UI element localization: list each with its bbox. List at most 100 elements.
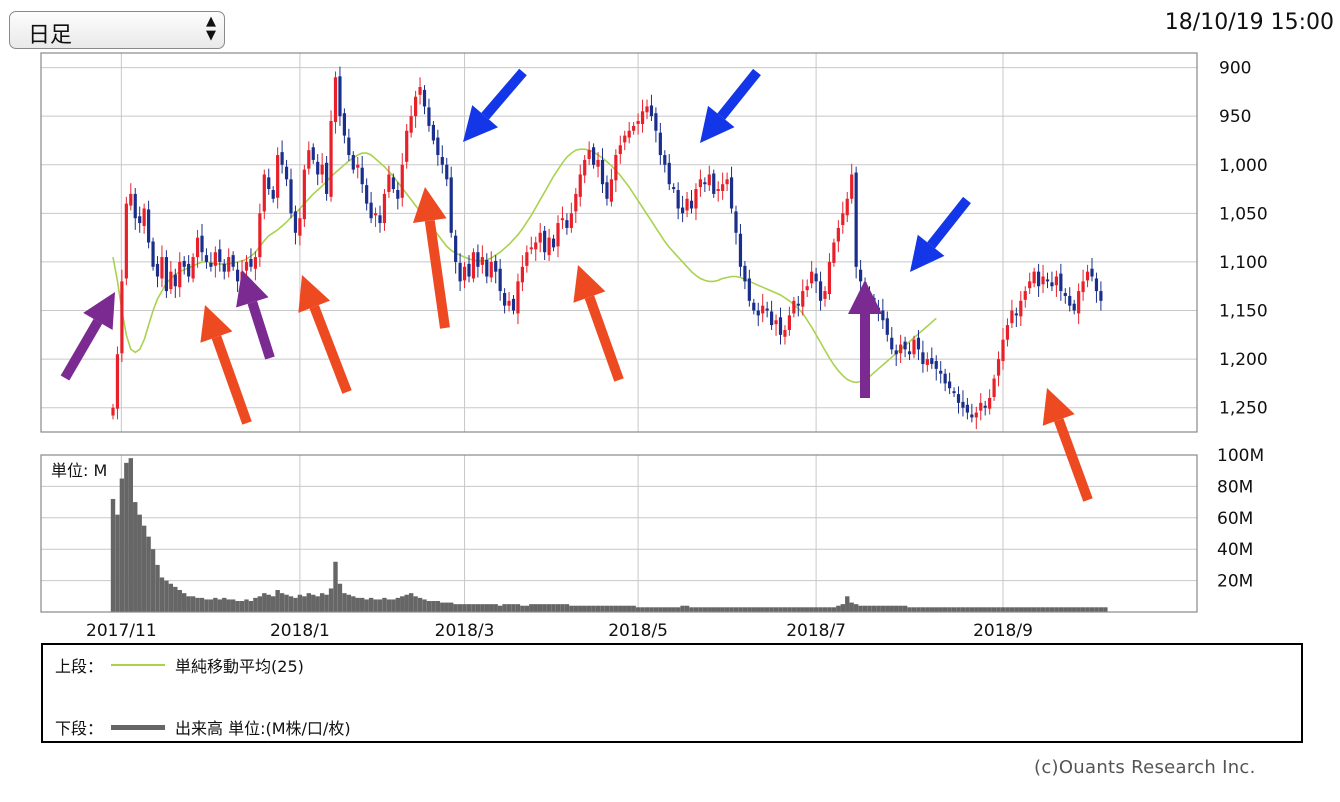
copyright: (c)Ouants Research Inc. bbox=[1034, 757, 1256, 778]
candle-up bbox=[721, 184, 725, 191]
candle-up bbox=[596, 159, 600, 167]
volume-bar bbox=[538, 604, 543, 612]
volume-bar bbox=[756, 607, 761, 612]
candle-up bbox=[160, 257, 164, 279]
candle-down bbox=[485, 259, 489, 277]
volume-bar bbox=[302, 596, 307, 612]
candle-up bbox=[845, 198, 849, 216]
volume-bar bbox=[164, 580, 169, 612]
candle-up bbox=[810, 271, 814, 284]
volume-bar bbox=[315, 596, 320, 612]
x-tick-label: 2017/11 bbox=[86, 621, 157, 641]
volume-bar bbox=[582, 605, 587, 612]
arrow-shaft bbox=[211, 335, 252, 425]
volume-bar bbox=[649, 607, 654, 612]
candle-up bbox=[333, 77, 338, 122]
volume-bar bbox=[1072, 607, 1077, 612]
volume-layer bbox=[110, 458, 1108, 612]
volume-bar bbox=[813, 607, 819, 612]
volume-bar bbox=[876, 605, 881, 612]
candle-up bbox=[480, 257, 484, 265]
candle-down bbox=[347, 137, 351, 156]
arrow-head bbox=[83, 292, 115, 330]
volume-bar bbox=[1067, 607, 1072, 612]
candle-down bbox=[961, 401, 965, 408]
candle-down bbox=[391, 177, 395, 190]
volume-bar bbox=[511, 604, 516, 612]
candle-down bbox=[164, 257, 168, 292]
volume-bar bbox=[916, 607, 921, 612]
candle-up bbox=[124, 203, 128, 279]
volume-bar bbox=[653, 607, 659, 612]
candle-down bbox=[316, 161, 320, 175]
candle-down bbox=[218, 249, 222, 262]
volume-bar bbox=[996, 607, 1001, 612]
volume-bar bbox=[110, 498, 116, 612]
volume-bar bbox=[782, 607, 788, 612]
volume-bar bbox=[204, 599, 209, 612]
volume-bar bbox=[800, 607, 805, 612]
candle-down bbox=[543, 230, 547, 253]
volume-tick-label: 40M bbox=[1217, 540, 1253, 560]
candle-up bbox=[520, 266, 524, 283]
volume-bar bbox=[640, 607, 645, 612]
volume-bar bbox=[885, 605, 890, 612]
candle-down bbox=[1099, 291, 1103, 301]
candle-down bbox=[133, 193, 137, 219]
candle-down bbox=[427, 107, 431, 126]
volume-bar bbox=[128, 458, 133, 612]
candle-down bbox=[605, 182, 609, 199]
period-select[interactable]: 日足 ▲ ▼ bbox=[9, 11, 225, 49]
candle-up bbox=[489, 261, 493, 278]
candle-up bbox=[529, 247, 533, 250]
volume-bar bbox=[293, 597, 298, 612]
candle-up bbox=[725, 179, 729, 185]
volume-bar bbox=[480, 604, 485, 612]
select-arrows-icon: ▲ ▼ bbox=[206, 14, 216, 43]
volume-bar bbox=[351, 596, 356, 612]
candle-up bbox=[805, 286, 809, 291]
candle-down bbox=[943, 373, 947, 384]
candle-down bbox=[859, 269, 863, 282]
volume-tick-label: 80M bbox=[1217, 477, 1253, 497]
volume-bar bbox=[279, 593, 285, 612]
volume-bar bbox=[400, 596, 405, 612]
volume-bar bbox=[328, 588, 334, 612]
candle-up bbox=[115, 354, 120, 409]
volume-bar bbox=[644, 607, 650, 612]
volume-bar bbox=[444, 602, 449, 612]
volume-bar bbox=[404, 594, 409, 612]
candle-up bbox=[783, 329, 787, 337]
candle-up bbox=[640, 111, 645, 124]
volume-bar bbox=[239, 601, 245, 612]
candle-up bbox=[609, 179, 613, 202]
volume-bar bbox=[275, 590, 280, 612]
candle-up bbox=[538, 232, 542, 243]
volume-bar bbox=[186, 596, 191, 612]
arrow-shaft bbox=[584, 295, 624, 382]
candle-up bbox=[694, 189, 698, 209]
candle-down bbox=[729, 177, 734, 209]
candle-up bbox=[716, 189, 720, 191]
volume-bar bbox=[667, 607, 672, 612]
volume-bar bbox=[693, 607, 699, 612]
candle-down bbox=[796, 303, 800, 306]
candle-down bbox=[271, 190, 275, 199]
candle-up bbox=[979, 402, 983, 411]
arrow-head bbox=[700, 105, 735, 143]
candle-down bbox=[965, 404, 969, 413]
volume-bar bbox=[466, 604, 472, 612]
volume-bar bbox=[1000, 607, 1006, 612]
candle-up bbox=[253, 257, 257, 269]
candle-down bbox=[1072, 303, 1076, 311]
volume-bar bbox=[199, 597, 205, 612]
panel-frames bbox=[40, 52, 1198, 613]
candle-down bbox=[778, 317, 783, 335]
candle-up bbox=[1010, 310, 1014, 324]
candle-down bbox=[689, 200, 694, 209]
volume-bar bbox=[929, 607, 934, 612]
candle-up bbox=[988, 397, 992, 409]
volume-bar bbox=[190, 596, 196, 612]
arrow-shaft bbox=[247, 300, 275, 360]
volume-bar bbox=[818, 607, 823, 612]
